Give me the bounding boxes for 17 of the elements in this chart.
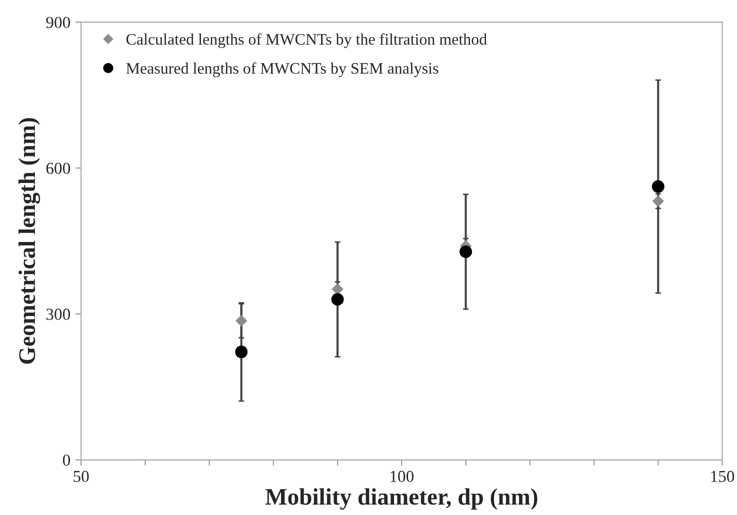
point <box>331 293 344 306</box>
x-axis-title: Mobility diameter, dp (nm) <box>265 488 538 510</box>
point <box>652 180 664 193</box>
x-tick-label: 50 <box>74 470 89 482</box>
point <box>235 346 248 358</box>
y-tick-label: 900 <box>46 16 70 28</box>
point <box>652 195 664 208</box>
y-axis-title: Geometrical length (nm) <box>18 118 40 364</box>
x-tick-label: 150 <box>711 470 734 482</box>
legend-label: Calculated lengths of MWCNTs by the filtration method <box>126 33 487 48</box>
point <box>460 245 472 258</box>
x-tick-label: 100 <box>390 470 414 482</box>
point <box>235 314 248 327</box>
y-tick-label: 600 <box>46 162 70 174</box>
legend-label: Measured lengths of MWCNTs by SEM analysis <box>126 62 438 78</box>
y-tick-label: 0 <box>62 454 70 466</box>
y-tick-label: 300 <box>46 308 70 320</box>
